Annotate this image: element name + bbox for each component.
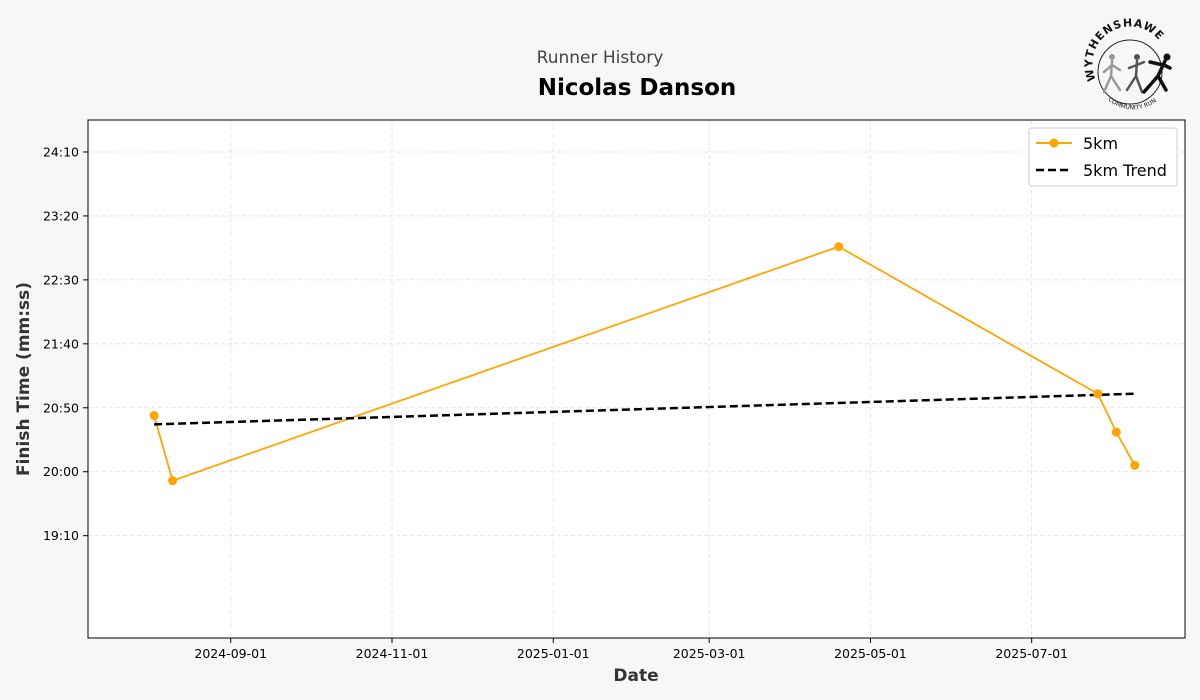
plot-area [88, 120, 1185, 638]
y-tick-label: 20:00 [43, 464, 79, 479]
y-axis-ticks: 19:10 20:00 20:50 21:40 22:30 23:20 24:10 [43, 144, 88, 543]
legend-marker-5km [1049, 138, 1059, 148]
y-tick-label: 19:10 [43, 528, 79, 543]
logo-top-text: WYTHENSHAWE [1082, 16, 1167, 83]
runner-silhouette-light [1102, 54, 1122, 94]
legend: 5km 5km Trend [1028, 127, 1178, 187]
wythenshawe-logo: WYTHENSHAWE COMMUNITY RUN [1082, 16, 1172, 111]
y-axis-label: Finish Time (mm:ss) [14, 282, 34, 476]
chart-subtitle: Runner History [537, 48, 664, 68]
series-layer [149, 242, 1140, 486]
y-tick-label: 24:10 [43, 144, 79, 159]
data-point-5km [1130, 460, 1140, 470]
x-axis-label: Date [613, 666, 658, 686]
y-tick-label: 23:20 [43, 208, 79, 223]
x-tick-label: 2025-03-01 [673, 646, 746, 661]
data-point-5km [1111, 427, 1121, 437]
y-tick-label: 21:40 [43, 336, 79, 351]
legend-label-5km-trend: 5km Trend [1083, 161, 1167, 180]
logo-ring [1097, 39, 1163, 105]
data-point-5km [834, 242, 844, 252]
x-tick-label: 2024-09-01 [194, 646, 267, 661]
x-tick-label: 2025-05-01 [834, 646, 907, 661]
grid-lines [88, 120, 1185, 638]
y-tick-label: 20:50 [43, 400, 79, 415]
data-point-5km [168, 476, 178, 486]
legend-label-5km: 5km [1083, 134, 1118, 153]
x-tick-label: 2025-01-01 [517, 646, 590, 661]
runner-silhouette-dark [1142, 53, 1172, 94]
x-axis-ticks: 2024-09-01 2024-11-01 2025-01-01 2025-03-01… [194, 638, 1068, 661]
logo-top-textpath: WYTHENSHAWE [1082, 16, 1166, 83]
series-line-5km [153, 245, 1136, 482]
x-tick-label: 2025-07-01 [995, 646, 1068, 661]
plot-frame [87, 119, 1186, 639]
data-point-5km [149, 410, 159, 420]
data-point-5km [1093, 389, 1103, 399]
x-tick-label: 2024-11-01 [356, 646, 429, 661]
y-tick-label: 22:30 [43, 272, 79, 287]
chart-title: Nicolas Danson [538, 75, 737, 101]
series-line-5km-trend [154, 392, 1135, 426]
runner-silhouette-mid [1125, 54, 1146, 94]
